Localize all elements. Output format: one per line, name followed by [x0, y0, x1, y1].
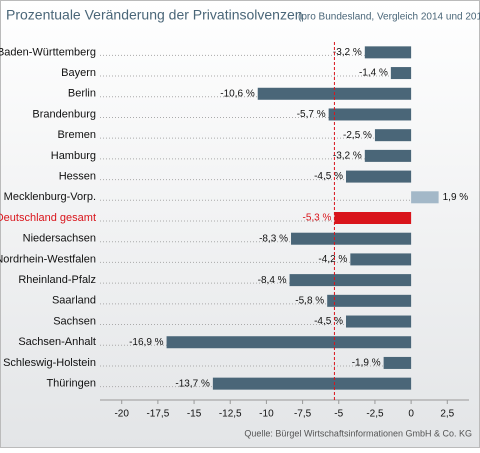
category-label: Niedersachsen	[23, 233, 96, 245]
bar	[390, 67, 412, 80]
value-label: -3,2 %	[333, 47, 362, 58]
bar	[346, 170, 412, 183]
category-label: Schleswig-Holstein	[3, 357, 96, 369]
x-tick-label: -2,5	[366, 409, 384, 420]
bar	[411, 191, 439, 204]
category-label: Deutschland gesamt	[0, 212, 96, 224]
value-label: 1,9 %	[443, 192, 469, 203]
bar	[364, 46, 412, 59]
value-label: -3,2 %	[333, 151, 362, 162]
value-label: -5,3 %	[303, 213, 332, 224]
value-label: -8,3 %	[259, 233, 288, 244]
category-label: Nordrhein-Westfalen	[0, 253, 96, 265]
x-tick-label: -12,5	[219, 409, 242, 420]
category-label: Hamburg	[51, 150, 96, 162]
chart-subtitle: (pro Bundesland, Vergleich 2014 und 2013…	[298, 12, 480, 23]
value-label: -4,2 %	[318, 254, 347, 265]
value-label: -5,7 %	[297, 109, 326, 120]
category-label: Thüringen	[46, 378, 96, 390]
value-label: -16,9 %	[129, 337, 164, 348]
category-label: Hessen	[59, 170, 96, 182]
bar	[327, 294, 412, 307]
x-tick-label: -10	[259, 409, 274, 420]
chart-title: Prozentuale Veränderung der Privatinsolv…	[6, 7, 303, 23]
x-tick-label: -7,5	[294, 409, 312, 420]
category-label: Mecklenburg-Vorp.	[4, 191, 96, 203]
category-label: Sachsen	[53, 315, 96, 327]
category-label: Sachsen-Anhalt	[18, 336, 96, 348]
x-tick-label: 0	[408, 409, 414, 420]
source: Quelle: Bürgel Wirtschaftsinformationen …	[244, 428, 472, 438]
value-label: -4,5 %	[314, 171, 343, 182]
bar	[289, 274, 412, 287]
bar	[291, 232, 412, 245]
value-label: -1,9 %	[352, 358, 381, 369]
value-label: -5,8 %	[295, 295, 324, 306]
bar	[328, 108, 412, 121]
category-label: Berlin	[68, 88, 96, 100]
bar	[346, 315, 412, 328]
x-tick-label: -15	[187, 409, 202, 420]
category-label: Bayern	[61, 67, 96, 79]
category-label: Rheinland-Pfalz	[18, 274, 96, 286]
value-label: -10,6 %	[220, 88, 255, 99]
bar	[166, 336, 412, 349]
x-tick-label: -5	[334, 409, 343, 420]
category-label: Baden-Württemberg	[0, 46, 96, 58]
category-label: Bremen	[57, 129, 96, 141]
value-label: -8,4 %	[258, 275, 287, 286]
x-tick-label: 2,5	[440, 409, 454, 420]
category-label: Saarland	[52, 295, 96, 307]
bar	[374, 129, 412, 142]
bar	[350, 253, 412, 266]
bar	[334, 212, 412, 224]
value-label: -1,4 %	[359, 68, 388, 79]
category-label: Brandenburg	[32, 108, 96, 120]
bar	[212, 377, 412, 390]
value-label: -2,5 %	[343, 130, 372, 141]
x-tick-label: -20	[114, 409, 129, 420]
value-label: -4,5 %	[314, 316, 343, 327]
bar	[364, 149, 412, 162]
value-label: -13,7 %	[175, 378, 210, 389]
bar	[383, 356, 412, 369]
x-tick-label: -17,5	[146, 409, 169, 420]
